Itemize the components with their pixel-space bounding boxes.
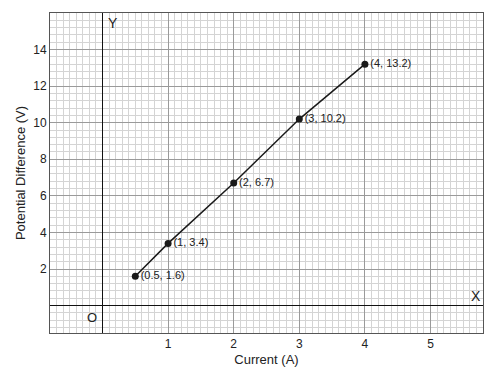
svg-text:(1, 3.4): (1, 3.4) bbox=[173, 236, 208, 248]
svg-text:X: X bbox=[471, 288, 481, 304]
svg-text:5: 5 bbox=[427, 337, 434, 351]
svg-text:O: O bbox=[87, 310, 97, 325]
svg-text:6: 6 bbox=[40, 189, 47, 203]
svg-text:10: 10 bbox=[33, 116, 47, 130]
svg-text:(0.5, 1.6): (0.5, 1.6) bbox=[141, 269, 185, 281]
svg-text:2: 2 bbox=[230, 337, 237, 351]
svg-text:Current (A): Current (A) bbox=[234, 352, 298, 367]
svg-text:12: 12 bbox=[33, 79, 47, 93]
svg-text:(3, 10.2): (3, 10.2) bbox=[305, 112, 346, 124]
svg-text:Y: Y bbox=[108, 15, 118, 31]
svg-text:4: 4 bbox=[40, 226, 47, 240]
svg-text:(2, 6.7): (2, 6.7) bbox=[239, 176, 274, 188]
svg-text:4: 4 bbox=[362, 337, 369, 351]
svg-text:2: 2 bbox=[40, 262, 47, 276]
svg-text:Potential Difference (V): Potential Difference (V) bbox=[13, 106, 28, 240]
svg-text:1: 1 bbox=[165, 337, 172, 351]
svg-text:14: 14 bbox=[33, 43, 47, 57]
svg-text:(4, 13.2): (4, 13.2) bbox=[370, 57, 411, 69]
svg-text:8: 8 bbox=[40, 152, 47, 166]
svg-text:3: 3 bbox=[296, 337, 303, 351]
